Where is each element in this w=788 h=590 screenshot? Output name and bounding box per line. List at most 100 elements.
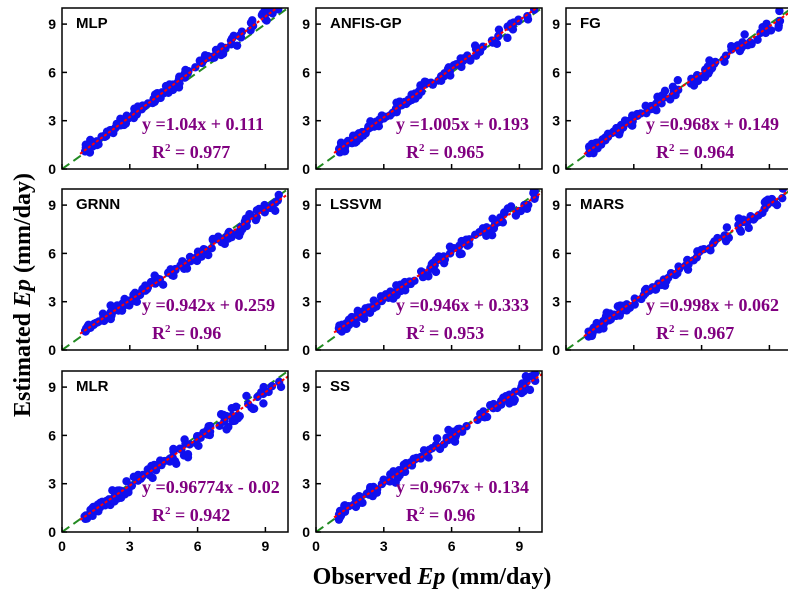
r-squared-label: R2 = 0.967 bbox=[656, 323, 734, 343]
y-tick-label: 3 bbox=[302, 113, 310, 129]
x-tick-label: 3 bbox=[126, 538, 134, 554]
data-point bbox=[494, 25, 504, 34]
data-point bbox=[445, 242, 455, 251]
regression-equation: y =0.946x + 0.333 bbox=[396, 295, 529, 315]
r-symbol: R bbox=[406, 505, 420, 525]
data-point bbox=[358, 498, 367, 507]
data-point bbox=[625, 303, 635, 313]
regression-equation: y =0.998x + 0.062 bbox=[646, 295, 779, 315]
y-tick-label: 3 bbox=[48, 476, 56, 492]
data-point bbox=[245, 210, 255, 219]
data-point bbox=[252, 213, 261, 222]
data-point bbox=[262, 8, 271, 18]
data-point bbox=[694, 247, 704, 257]
plot-area bbox=[566, 8, 788, 169]
data-point bbox=[221, 43, 230, 53]
panel-frame bbox=[315, 7, 543, 170]
plot-area bbox=[566, 189, 788, 350]
r-superscript: 2 bbox=[165, 323, 171, 335]
data-point bbox=[254, 204, 264, 214]
data-point bbox=[276, 382, 286, 392]
data-point bbox=[392, 281, 401, 290]
data-point bbox=[432, 434, 442, 443]
y-tick-label: 3 bbox=[552, 294, 560, 310]
panel-mlr: 0 3 6 9 0 3 6 9 MLR y =0.96774x - 0.02 R2 = 0.942 bbox=[48, 370, 289, 554]
data-point bbox=[591, 138, 600, 148]
panel-grnn: 0 3 6 9 GRNN y =0.942x + 0.259 R2 = 0.96 bbox=[48, 188, 289, 358]
data-point bbox=[503, 22, 512, 31]
fit-line bbox=[79, 375, 288, 521]
regression-equation: y =0.942x + 0.259 bbox=[142, 295, 275, 315]
data-point bbox=[689, 76, 698, 86]
fit-line bbox=[79, 192, 288, 335]
panel-title: GRNN bbox=[76, 196, 120, 213]
data-point bbox=[747, 39, 756, 49]
data-point bbox=[127, 481, 137, 490]
panel-title: MLR bbox=[76, 378, 109, 395]
panel-title: ANFIS-GP bbox=[330, 15, 402, 32]
data-point bbox=[587, 331, 597, 341]
data-point bbox=[628, 111, 637, 120]
data-point bbox=[337, 320, 347, 330]
r-symbol: R bbox=[152, 323, 166, 343]
y-tick-label: 6 bbox=[48, 64, 56, 80]
y-tick-label: 3 bbox=[302, 476, 310, 492]
data-point bbox=[264, 387, 273, 397]
data-point bbox=[524, 200, 533, 210]
data-point bbox=[367, 118, 376, 127]
y-tick-label: 6 bbox=[48, 427, 56, 443]
data-point bbox=[446, 434, 455, 444]
y-tick-label: 0 bbox=[552, 161, 560, 177]
y-tick-label: 6 bbox=[552, 64, 560, 80]
r-symbol: R bbox=[406, 323, 420, 343]
r-squared-label: R2 = 0.965 bbox=[406, 142, 484, 162]
data-point bbox=[192, 432, 202, 441]
data-point bbox=[660, 86, 670, 96]
data-point bbox=[82, 514, 92, 523]
data-point bbox=[601, 314, 610, 324]
data-point bbox=[511, 211, 521, 220]
data-point bbox=[161, 81, 171, 91]
r-symbol: R bbox=[656, 142, 670, 162]
x-tick-label: 6 bbox=[194, 538, 202, 554]
x-tick-label: 0 bbox=[58, 538, 66, 554]
r-squared-label: R2 = 0.953 bbox=[406, 323, 484, 343]
y-tick-label: 0 bbox=[302, 524, 310, 540]
regression-equation: y =1.04x + 0.111 bbox=[142, 114, 264, 134]
r-symbol: R bbox=[152, 505, 166, 525]
data-point bbox=[118, 299, 127, 308]
data-point bbox=[455, 241, 464, 250]
data-point bbox=[227, 411, 237, 420]
y-axis-label: Estimated Ep (mm/day) bbox=[10, 173, 36, 417]
data-point bbox=[525, 385, 535, 395]
y-tick-label: 3 bbox=[48, 113, 56, 129]
data-point bbox=[449, 61, 458, 70]
data-point bbox=[485, 229, 495, 238]
r-squared-label: R2 = 0.96 bbox=[406, 505, 475, 525]
panel-frame bbox=[61, 7, 289, 170]
x-tick-label: 9 bbox=[516, 538, 524, 554]
data-point bbox=[652, 106, 661, 115]
data-point bbox=[456, 54, 465, 63]
data-point bbox=[219, 410, 228, 420]
r-squared-label: R2 = 0.977 bbox=[152, 142, 230, 162]
data-point bbox=[506, 202, 516, 211]
data-point bbox=[439, 258, 449, 268]
r-squared-value: = 0.96 bbox=[425, 505, 476, 525]
data-point bbox=[753, 35, 762, 44]
y-tick-label: 6 bbox=[302, 64, 310, 80]
data-point bbox=[660, 281, 670, 290]
data-point bbox=[274, 190, 283, 200]
data-point bbox=[85, 139, 95, 148]
data-point bbox=[614, 130, 624, 139]
r-squared-value: = 0.965 bbox=[425, 142, 485, 162]
r-squared-label: R2 = 0.964 bbox=[656, 142, 734, 162]
y-tick-label: 9 bbox=[302, 379, 310, 395]
data-point bbox=[192, 256, 202, 266]
data-point bbox=[587, 147, 596, 157]
data-point bbox=[371, 485, 381, 495]
data-point bbox=[434, 252, 443, 261]
data-point bbox=[175, 72, 184, 81]
y-tick-label: 3 bbox=[48, 294, 56, 310]
